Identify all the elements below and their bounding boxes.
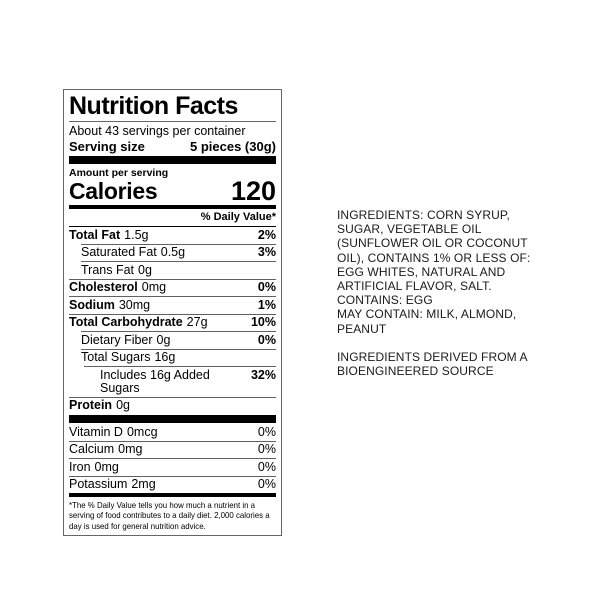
- vitamin-row-iron: Iron 0mg 0%: [69, 458, 276, 476]
- nutrient-dv: 10%: [250, 315, 276, 329]
- medium-divider: [69, 493, 276, 497]
- nutrient-row-total-carbohydrate: Total Carbohydrate 27g 10%: [69, 313, 276, 332]
- calories-label: Calories: [69, 178, 158, 204]
- nutrient-dv: 3%: [257, 245, 276, 259]
- medium-divider: [69, 205, 276, 209]
- serving-size-label: Serving size: [69, 139, 145, 154]
- nutrient-row-protein: Protein 0g: [69, 396, 276, 415]
- vitamin-amount: 0mcg: [126, 424, 158, 439]
- nutrient-dv: 0%: [257, 280, 276, 294]
- amount-per-serving-label: Amount per serving: [69, 167, 169, 179]
- vitamin-row-vitamin-d: Vitamin D 0mcg 0%: [69, 424, 276, 441]
- nutrition-facts-label: Nutrition Facts About 43 servings per co…: [63, 89, 282, 537]
- nutrient-row-dietary-fiber: Dietary Fiber 0g 0%: [81, 331, 276, 349]
- thick-divider: [69, 415, 276, 423]
- nutrient-dv: 1%: [257, 297, 276, 312]
- nutrient-name: Cholesterol: [69, 280, 138, 294]
- vitamin-amount: 2mg: [131, 477, 156, 491]
- thick-divider: [69, 156, 276, 164]
- nutrient-row-sodium: Sodium 30mg 1%: [69, 296, 276, 314]
- nutrient-dv: 2%: [257, 227, 276, 242]
- serving-size-value: 5 pieces (30g): [190, 139, 276, 154]
- vitamin-name: Calcium: [69, 442, 115, 456]
- nutrient-dv: 32%: [250, 367, 276, 382]
- nutrient-amount: 16g: [154, 350, 176, 364]
- vitamin-name: Iron: [69, 459, 91, 474]
- nutrient-name: Total Carbohydrate: [69, 315, 183, 329]
- nutrient-amount: 0g: [116, 398, 130, 412]
- nutrient-name: Saturated Fat: [81, 245, 157, 259]
- vitamin-dv: 0%: [257, 424, 276, 439]
- nutrient-name: Dietary Fiber: [81, 332, 153, 347]
- nutrient-name: Protein: [69, 398, 113, 412]
- bioengineered-statement: INGREDIENTS DERIVED FROM A BIOENGINEERED…: [337, 350, 528, 379]
- calories-value: 120: [230, 176, 276, 206]
- nutrient-row-added-sugars: Includes 16g Added Sugars 32%: [84, 366, 276, 397]
- nutrient-row-total-sugars: Total Sugars 16g: [81, 348, 276, 367]
- nutrient-row-saturated-fat: Saturated Fat 0.5g 3%: [81, 243, 276, 262]
- vitamin-amount: 0mg: [118, 442, 143, 456]
- vitamin-dv: 0%: [257, 477, 276, 491]
- nutrient-name: Total Fat: [69, 227, 121, 242]
- nutrient-dv: 0%: [257, 332, 276, 347]
- nutrient-name: Sodium: [69, 297, 115, 312]
- nutrient-name: Includes 16g Added Sugars: [100, 367, 210, 395]
- vitamin-name: Vitamin D: [69, 424, 123, 439]
- vitamin-row-calcium: Calcium 0mg 0%: [69, 440, 276, 459]
- nutrient-amount: 0.5g: [160, 245, 186, 259]
- nutrient-row-trans-fat: Trans Fat 0g: [81, 261, 276, 279]
- serving-size-row: Serving size 5 pieces (30g): [69, 138, 276, 156]
- nutrient-rows: Total Fat 1.5g 2% Saturated Fat 0.5g 3% Tr…: [69, 227, 276, 414]
- nutrient-amount: 0g: [156, 332, 171, 347]
- daily-value-footnote: *The % Daily Value tells you how much a …: [69, 500, 270, 531]
- ingredients-panel: INGREDIENTS: CORN SYRUP, SUGAR, VEGETABL…: [337, 208, 589, 378]
- nutrient-amount: 30mg: [118, 297, 151, 312]
- nutrient-amount: 0g: [138, 262, 152, 277]
- vitamin-amount: 0mg: [94, 459, 119, 474]
- nutrient-name: Trans Fat: [81, 262, 135, 277]
- servings-per-container: About 43 servings per container: [69, 124, 246, 138]
- calories-row: Calories 120: [69, 176, 276, 206]
- nutrient-amount: 1.5g: [124, 227, 149, 242]
- ingredients-text: INGREDIENTS: CORN SYRUP, SUGAR, VEGETABL…: [337, 208, 531, 336]
- vitamin-dv: 0%: [257, 459, 276, 474]
- vitamin-dv: 0%: [257, 442, 276, 456]
- vitamin-name: Potassium: [69, 477, 128, 491]
- label-title: Nutrition Facts: [69, 93, 276, 122]
- nutrient-amount: 27g: [186, 315, 208, 329]
- vitamin-rows: Vitamin D 0mcg 0% Calcium 0mg 0% Iron 0mg 0…: [69, 424, 276, 493]
- nutrient-amount: 0mg: [141, 280, 167, 294]
- vitamin-row-potassium: Potassium 2mg 0%: [69, 475, 276, 494]
- daily-value-header: % Daily Value*: [69, 209, 276, 227]
- nutrient-row-cholesterol: Cholesterol 0mg 0%: [69, 278, 276, 297]
- nutrient-name: Total Sugars: [81, 350, 151, 364]
- nutrient-row-total-fat: Total Fat 1.5g 2%: [69, 227, 276, 244]
